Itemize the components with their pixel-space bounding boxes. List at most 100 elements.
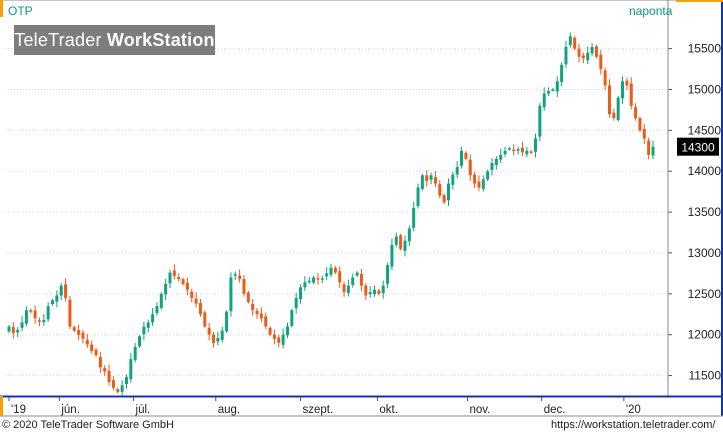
candle-body [77,329,81,335]
candle [142,321,146,340]
candle [33,305,37,324]
candle-body [442,195,446,203]
candle-body [51,300,55,305]
candle [303,276,307,291]
y-tick-label: 12000 [688,328,722,342]
candle [355,270,359,278]
candle-body [564,46,568,65]
candle-body [268,327,272,335]
candle [259,307,263,322]
candle-body [72,327,76,331]
candle [37,317,41,327]
symbol-accent-bar [0,0,3,17]
interval-label[interactable]: naponta [629,4,673,18]
candle-body [116,389,120,392]
candle [416,183,420,209]
candle-body [133,346,137,360]
candle-body [120,385,124,392]
candle-body [264,316,268,327]
candle-body [446,183,450,201]
candle [272,329,276,345]
candle [534,133,538,158]
candle [346,279,350,297]
candle [551,87,555,92]
candle-body [629,83,633,106]
candle-body [599,54,603,70]
candle [168,269,172,288]
candle-body [172,270,176,276]
candle [116,387,120,394]
candle-body [438,184,442,196]
candle [525,146,529,157]
candle-body [246,292,250,302]
candle [612,108,616,121]
candle [64,278,68,302]
candle [281,328,285,349]
candle [77,324,81,341]
candle-body [516,149,520,151]
candle [138,334,142,348]
candle-body [281,334,285,345]
candle [538,103,542,142]
candle [294,292,298,314]
candle-body [203,312,207,327]
candle [307,276,311,284]
candle-body [307,280,311,283]
candle-body [494,158,498,166]
xaxis-accent-bar [0,396,3,416]
candle [81,329,85,344]
candle [512,144,516,156]
symbol-label: OTP [8,4,33,18]
candle [299,284,303,304]
candle [333,266,337,275]
candle [581,52,585,63]
candle-body [90,344,94,352]
candle [359,268,363,292]
candle [225,310,229,333]
candle [629,77,633,110]
candle-body [220,330,224,340]
candle [20,316,24,332]
candle [390,238,394,271]
candle [164,278,168,301]
candle-body [616,97,620,121]
candle-body [420,175,424,189]
footer-url-link[interactable]: https://workstation.teletrader.com/ [551,419,716,431]
candle-body [303,282,307,288]
candle [24,306,28,327]
copyright-text: © 2020 TeleTrader Software GmbH [2,419,174,431]
candle [573,36,577,51]
candle [290,308,294,328]
candle [647,137,651,160]
candle [129,353,133,383]
candle-body [216,337,220,342]
candle [198,299,202,317]
candle-body [373,289,377,295]
candle [177,273,181,282]
candle-body [251,303,255,311]
candle [590,43,594,56]
candle-body [346,285,350,293]
candle-body [560,64,564,82]
candle [212,331,216,348]
candle-body [625,80,629,86]
candle-body [255,310,259,315]
candle [68,295,72,330]
candle [403,235,407,257]
candle [172,264,176,280]
last-value-label: 14300 [681,141,715,155]
candle [621,76,625,104]
candle-body [425,175,429,182]
candle-body [621,81,625,99]
candle [634,103,638,121]
candle [555,76,559,97]
candle-body [7,326,11,332]
candle [342,281,346,297]
x-tick-label: szept. [303,404,334,416]
candle-body [59,285,63,296]
y-tick-label: 13000 [688,246,722,260]
x-tick-label: aug. [218,404,240,416]
candle [55,290,59,308]
candle [59,282,63,301]
